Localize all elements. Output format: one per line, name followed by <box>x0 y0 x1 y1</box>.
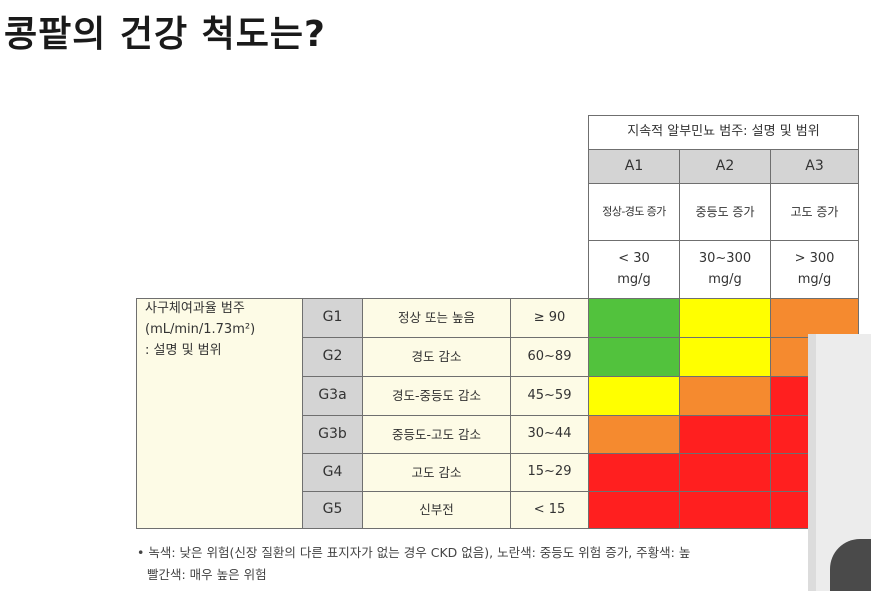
range-value: 30~300 <box>698 251 752 267</box>
risk-cell-g1-a2 <box>679 298 771 338</box>
gfr-code-g1: G1 <box>302 298 363 338</box>
risk-cell-g4-a2 <box>679 453 771 492</box>
albuminuria-range-a3: > 300 mg/g <box>770 240 859 299</box>
risk-cell-g5-a2 <box>679 491 771 529</box>
gfr-label-line2: (mL/min/1.73m²) <box>145 321 256 337</box>
gfr-range-g5: < 15 <box>510 491 589 529</box>
range-value: < 30 <box>618 251 650 267</box>
gfr-desc-g3a: 경도-중등도 감소 <box>362 376 511 416</box>
albuminuria-desc-a1: 정상-경도 증가 <box>588 183 680 241</box>
risk-cell-g3a-a1 <box>588 376 680 416</box>
range-value: > 300 <box>794 251 835 267</box>
range-unit: mg/g <box>617 271 651 287</box>
presenter-background <box>808 334 816 591</box>
albuminuria-range-a1: < 30 mg/g <box>588 240 680 299</box>
risk-cell-g1-a1 <box>588 298 680 338</box>
gfr-code-g4: G4 <box>302 453 363 492</box>
albuminuria-range-a2: 30~300 mg/g <box>679 240 771 299</box>
gfr-desc-g1: 정상 또는 높음 <box>362 298 511 338</box>
risk-cell-g3b-a1 <box>588 415 680 454</box>
risk-legend-footnote: • 녹색: 낮은 위험(신장 질환의 다른 표지자가 없는 경우 CKD 없음)… <box>137 542 690 586</box>
gfr-range-g4: 15~29 <box>510 453 589 492</box>
gfr-code-g3a: G3a <box>302 376 363 416</box>
range-unit: mg/g <box>797 271 832 287</box>
gfr-range-g3a: 45~59 <box>510 376 589 416</box>
albuminuria-code-a1: A1 <box>588 149 680 184</box>
risk-cell-g2-a1 <box>588 337 680 377</box>
albuminuria-code-a3: A3 <box>770 149 859 184</box>
range-unit: mg/g <box>708 271 742 287</box>
page-title: 콩팥의 건강 척도는? <box>4 14 326 55</box>
gfr-category-label: 사구체여과율 범주 (mL/min/1.73m²) : 설명 및 범위 <box>136 298 303 529</box>
gfr-range-g3b: 30~44 <box>510 415 589 454</box>
gfr-label-line3: : 설명 및 범위 <box>145 342 222 358</box>
albuminuria-desc-a3: 고도 증가 <box>770 183 859 241</box>
presenter-video-overlay <box>808 334 871 591</box>
risk-cell-g5-a1 <box>588 491 680 529</box>
risk-cell-g4-a1 <box>588 453 680 492</box>
gfr-range-g2: 60~89 <box>510 337 589 377</box>
gfr-code-g5: G5 <box>302 491 363 529</box>
risk-cell-g3a-a2 <box>679 376 771 416</box>
gfr-desc-g2: 경도 감소 <box>362 337 511 377</box>
risk-cell-g3b-a2 <box>679 415 771 454</box>
albuminuria-desc-a2: 중등도 증가 <box>679 183 771 241</box>
gfr-code-g3b: G3b <box>302 415 363 454</box>
albuminuria-code-a2: A2 <box>679 149 771 184</box>
gfr-desc-g3b: 중등도-고도 감소 <box>362 415 511 454</box>
gfr-desc-g4: 고도 감소 <box>362 453 511 492</box>
gfr-label-line1: 사구체여과율 범주 <box>145 301 245 316</box>
gfr-code-g2: G2 <box>302 337 363 377</box>
risk-cell-g2-a2 <box>679 337 771 377</box>
presenter-shoulder <box>830 539 871 591</box>
gfr-desc-g5: 신부전 <box>362 491 511 529</box>
risk-cell-g1-a3 <box>770 298 859 338</box>
albuminuria-header: 지속적 알부민뇨 범주: 설명 및 범위 <box>588 115 859 150</box>
gfr-range-g1: ≥ 90 <box>510 298 589 338</box>
footnote-line-2: 빨간색: 매우 높은 위험 <box>147 567 267 582</box>
footnote-line-1: • 녹색: 낮은 위험(신장 질환의 다른 표지자가 없는 경우 CKD 없음)… <box>137 545 691 560</box>
